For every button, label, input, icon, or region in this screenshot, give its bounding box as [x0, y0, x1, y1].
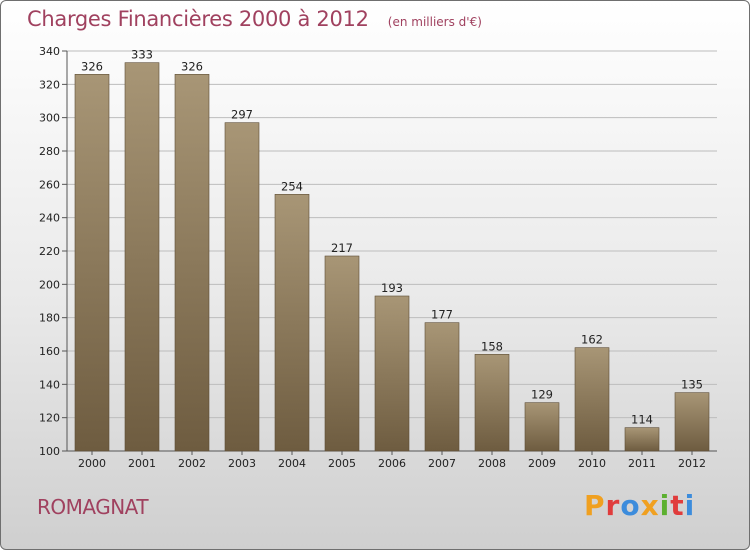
data-label: 177 [431, 308, 453, 322]
bar [374, 295, 410, 452]
data-label: 254 [281, 179, 303, 193]
brand-letter: i [659, 489, 671, 522]
y-tick-label: 240 [39, 212, 60, 225]
data-label: 129 [531, 388, 553, 402]
x-tick-label: 2001 [128, 457, 156, 470]
data-label: 135 [681, 378, 703, 392]
bar [624, 427, 660, 452]
data-label: 158 [481, 339, 503, 353]
y-tick-label: 180 [39, 312, 60, 325]
x-tick-label: 2010 [578, 457, 606, 470]
data-label: 326 [181, 59, 203, 73]
brand-letter: x [640, 489, 660, 522]
bar [224, 122, 260, 452]
data-label: 217 [331, 241, 353, 255]
x-tick-label: 2011 [628, 457, 656, 470]
y-tick-label: 260 [39, 178, 60, 191]
bar [124, 62, 160, 452]
data-label: 297 [231, 108, 253, 122]
bar [574, 347, 610, 452]
bar [174, 74, 210, 452]
y-tick-label: 120 [39, 412, 60, 425]
y-tick-label: 300 [39, 112, 60, 125]
bar [524, 402, 560, 452]
x-tick-label: 2004 [278, 457, 306, 470]
x-tick-label: 2012 [678, 457, 706, 470]
bar [674, 392, 710, 452]
bar [474, 354, 510, 452]
brand-letter: P [584, 489, 606, 522]
y-tick-label: 100 [39, 445, 60, 458]
brand-logo: Proxiti [584, 489, 695, 522]
brand-letter: r [605, 489, 621, 522]
x-tick-label: 2002 [178, 457, 206, 470]
title-row: Charges Financières 2000 à 2012 (en mill… [27, 7, 482, 31]
bar [324, 255, 360, 452]
data-label: 162 [581, 333, 603, 347]
y-tick-label: 280 [39, 145, 60, 158]
x-tick-label: 2009 [528, 457, 556, 470]
x-tick-label: 2005 [328, 457, 356, 470]
y-tick-label: 220 [39, 245, 60, 258]
x-tick-label: 2000 [78, 457, 106, 470]
chart-title: Charges Financières 2000 à 2012 [27, 7, 369, 31]
data-label: 114 [631, 413, 653, 427]
x-tick-label: 2007 [428, 457, 456, 470]
y-tick-label: 320 [39, 78, 60, 91]
data-label: 326 [81, 59, 103, 73]
brand-letter: t [670, 489, 685, 522]
bar [74, 74, 110, 452]
location-label: ROMAGNAT [37, 495, 149, 519]
y-tick-label: 340 [39, 45, 60, 58]
x-tick-label: 2008 [478, 457, 506, 470]
bar [424, 322, 460, 452]
y-tick-label: 140 [39, 378, 60, 391]
bar [274, 194, 310, 452]
y-tick-label: 160 [39, 345, 60, 358]
x-tick-label: 2006 [378, 457, 406, 470]
chart-subtitle: (en milliers d'€) [387, 15, 482, 29]
brand-letter: o [620, 489, 641, 522]
data-label: 333 [131, 48, 153, 62]
x-tick-label: 2003 [228, 457, 256, 470]
brand-letter: i [684, 489, 696, 522]
y-tick-label: 200 [39, 278, 60, 291]
data-label: 193 [381, 281, 403, 295]
